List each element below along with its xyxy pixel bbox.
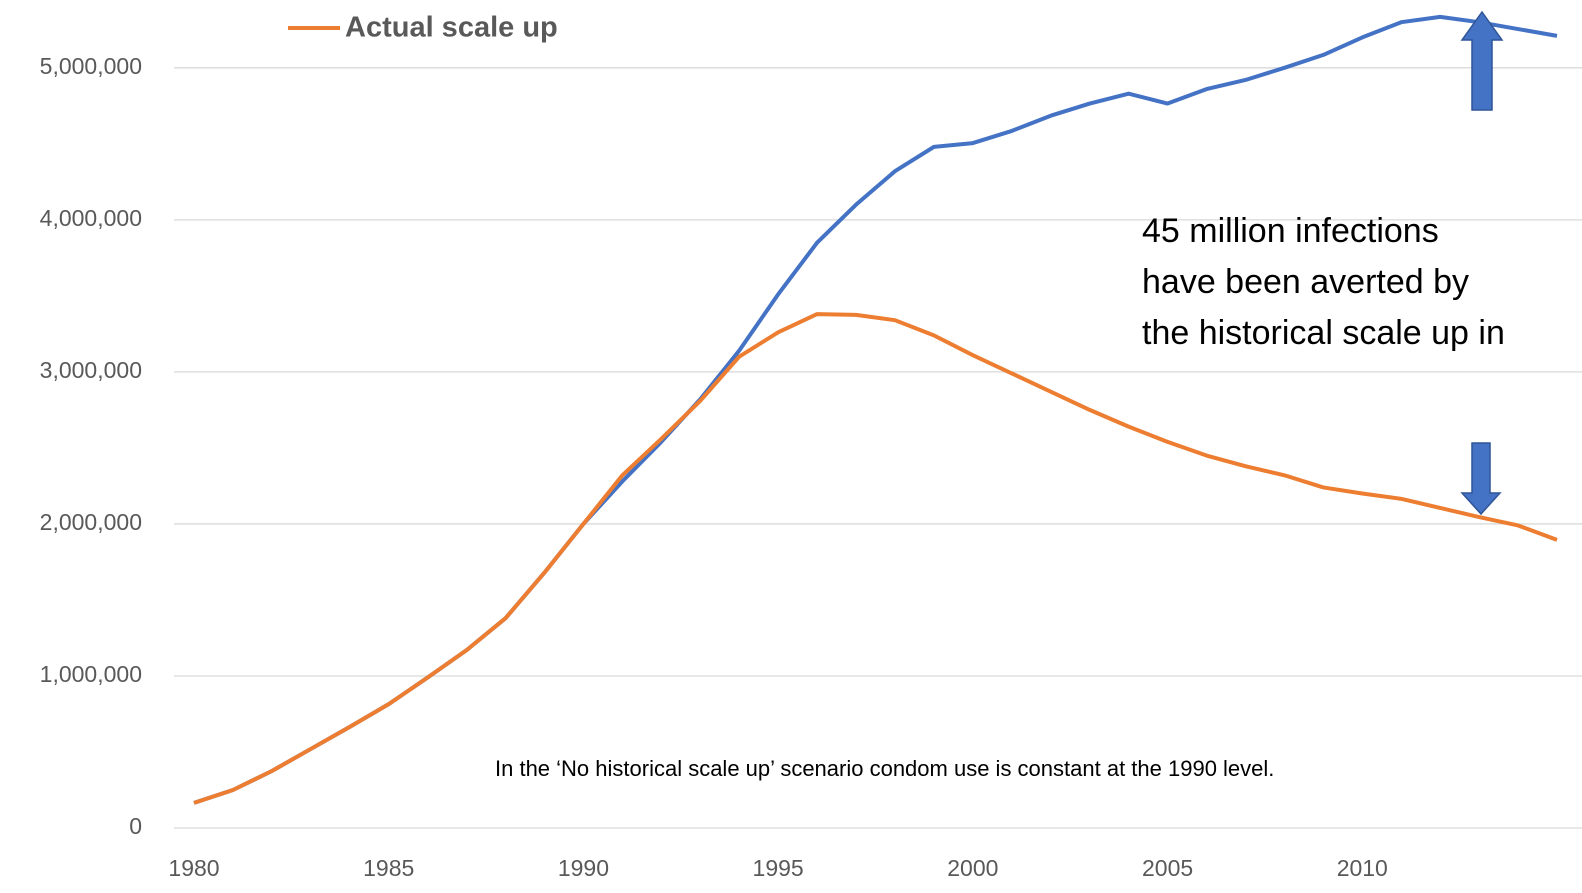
down-arrow bbox=[1460, 442, 1502, 516]
x-tick-label: 1985 bbox=[363, 855, 414, 881]
note: In the ‘No historical scale up’ scenario… bbox=[495, 756, 1274, 781]
x-tick-label: 2000 bbox=[947, 855, 998, 881]
y-tick-label: 4,000,000 bbox=[40, 205, 142, 231]
arrows bbox=[1460, 10, 1504, 516]
x-tick-label: 1995 bbox=[753, 855, 804, 881]
annotation: 45 million infections bbox=[1142, 212, 1439, 250]
x-tick-label: 1990 bbox=[558, 855, 609, 881]
x-tick-label: 2005 bbox=[1142, 855, 1193, 881]
x-tick-label: 1980 bbox=[168, 855, 219, 881]
y-tick-label: 5,000,000 bbox=[40, 53, 142, 79]
legend-label: Actual scale up bbox=[345, 12, 558, 44]
series-line bbox=[193, 312, 1558, 805]
annotation: the historical scale up in bbox=[1142, 314, 1505, 352]
series-line bbox=[193, 14, 1558, 805]
x-tick-label: 2010 bbox=[1337, 855, 1388, 881]
y-tick-label: 3,000,000 bbox=[40, 357, 142, 383]
y-tick-label: 2,000,000 bbox=[40, 509, 142, 535]
y-tick-label: 1,000,000 bbox=[40, 661, 142, 687]
y-tick-label: 0 bbox=[129, 813, 142, 839]
annotation: have been averted by bbox=[1142, 263, 1469, 301]
up-arrow bbox=[1460, 10, 1504, 111]
